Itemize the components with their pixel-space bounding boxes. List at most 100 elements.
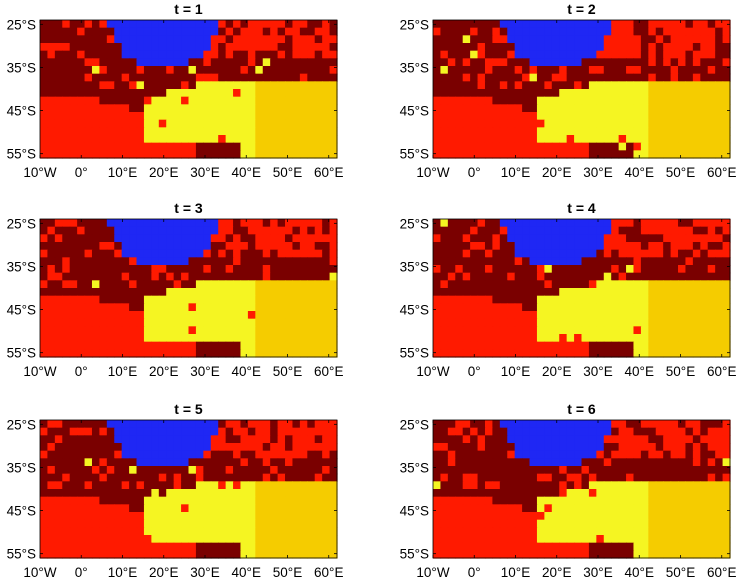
heatmap-cell bbox=[477, 35, 486, 44]
heatmap-cell bbox=[136, 542, 145, 551]
heatmap-cell bbox=[121, 295, 130, 304]
heatmap-cell bbox=[484, 349, 494, 358]
heatmap-cell bbox=[507, 66, 516, 75]
heatmap-cell bbox=[47, 450, 56, 459]
heatmap-cell bbox=[218, 458, 227, 467]
heatmap-cell bbox=[566, 242, 575, 251]
heatmap-cell bbox=[84, 295, 93, 304]
heatmap-cell bbox=[692, 112, 701, 121]
heatmap-cell bbox=[188, 512, 197, 521]
heatmap-cell bbox=[69, 519, 78, 528]
heatmap-cell bbox=[166, 504, 175, 513]
heatmap-cell bbox=[173, 527, 182, 536]
heatmap-cell bbox=[499, 504, 508, 513]
heatmap-cell bbox=[455, 234, 464, 243]
heatmap-cell bbox=[499, 443, 508, 452]
heatmap-cell bbox=[62, 280, 71, 289]
heatmap-cell bbox=[707, 265, 716, 274]
heatmap-cell bbox=[655, 35, 664, 44]
heatmap-cell bbox=[626, 234, 635, 243]
heatmap-cell bbox=[329, 303, 338, 312]
heatmap-cell bbox=[203, 349, 212, 358]
heatmap-cell bbox=[692, 257, 701, 266]
heatmap-cell bbox=[484, 435, 494, 444]
heatmap-cell bbox=[307, 295, 316, 304]
heatmap-cell bbox=[322, 303, 331, 312]
heatmap-cell bbox=[715, 27, 724, 36]
heatmap-cell bbox=[648, 349, 657, 358]
heatmap-cell bbox=[322, 73, 331, 82]
heatmap-cell bbox=[143, 89, 152, 98]
heatmap-cell bbox=[559, 504, 568, 513]
heatmap-cell bbox=[529, 35, 538, 44]
heatmap-cell bbox=[692, 458, 701, 467]
heatmap-cell bbox=[143, 504, 152, 513]
heatmap-cell bbox=[62, 249, 71, 258]
heatmap-cell bbox=[700, 43, 709, 52]
heatmap-cell bbox=[136, 81, 145, 90]
heatmap-cell bbox=[551, 249, 560, 258]
heatmap-cell bbox=[181, 341, 190, 350]
heatmap-cell bbox=[84, 311, 93, 320]
heatmap-cell bbox=[581, 512, 590, 521]
heatmap-cell bbox=[663, 443, 672, 452]
heatmap-cell bbox=[255, 119, 264, 128]
heatmap-cell bbox=[655, 504, 664, 513]
heatmap-cell bbox=[588, 265, 597, 274]
heatmap-cell bbox=[433, 458, 442, 467]
heatmap-cell bbox=[648, 234, 657, 243]
heatmap-cell bbox=[529, 435, 538, 444]
heatmap-cell bbox=[618, 504, 627, 513]
heatmap-cell bbox=[588, 73, 597, 82]
heatmap-cell bbox=[514, 257, 523, 266]
heatmap-cell bbox=[692, 96, 701, 105]
heatmap-cell bbox=[477, 219, 486, 228]
heatmap-cell bbox=[121, 466, 130, 475]
heatmap-cell bbox=[722, 20, 731, 29]
heatmap-cell bbox=[210, 420, 219, 429]
heatmap-cell bbox=[329, 265, 338, 274]
heatmap-cell bbox=[91, 535, 100, 544]
heatmap-cell bbox=[69, 443, 78, 452]
heatmap-cell bbox=[707, 50, 716, 59]
heatmap-cell bbox=[47, 73, 56, 82]
heatmap-cell bbox=[581, 280, 590, 289]
heatmap-cell bbox=[270, 527, 279, 536]
heatmap-cell bbox=[447, 512, 456, 521]
heatmap-cell bbox=[136, 303, 145, 312]
heatmap-cell bbox=[529, 50, 538, 59]
heatmap-cell bbox=[655, 219, 664, 228]
heatmap-cell bbox=[225, 50, 234, 59]
heatmap-cell bbox=[618, 257, 627, 266]
heatmap-cell bbox=[143, 43, 152, 52]
heatmap-cell bbox=[210, 43, 219, 52]
heatmap-cell bbox=[99, 481, 108, 490]
heatmap-cell bbox=[633, 43, 642, 52]
heatmap-cell bbox=[678, 527, 687, 536]
axes-box bbox=[432, 218, 731, 358]
heatmap-cell bbox=[151, 50, 160, 59]
heatmap-cell bbox=[270, 303, 279, 312]
heatmap-cell bbox=[715, 226, 724, 235]
heatmap-cell bbox=[203, 66, 212, 75]
heatmap-cell bbox=[447, 20, 456, 29]
heatmap-cell bbox=[433, 112, 442, 121]
heatmap-cell bbox=[626, 504, 635, 513]
heatmap-cell bbox=[247, 466, 256, 475]
x-tick-label: 50°E bbox=[666, 364, 695, 379]
heatmap-cell bbox=[270, 234, 279, 243]
heatmap-cell bbox=[166, 311, 175, 320]
heatmap-cell bbox=[277, 272, 286, 281]
heatmap-cell bbox=[262, 81, 271, 90]
heatmap-cell bbox=[77, 66, 86, 75]
heatmap-cell bbox=[114, 50, 123, 59]
heatmap-cell bbox=[47, 265, 56, 274]
heatmap-cell bbox=[618, 27, 627, 36]
heatmap-cell bbox=[262, 150, 271, 159]
heatmap-cell bbox=[678, 334, 687, 343]
heatmap-cell bbox=[62, 420, 71, 429]
heatmap-cell bbox=[299, 311, 308, 320]
heatmap-cell bbox=[484, 535, 494, 544]
heatmap-cell bbox=[270, 119, 279, 128]
heatmap-cell bbox=[181, 550, 190, 559]
